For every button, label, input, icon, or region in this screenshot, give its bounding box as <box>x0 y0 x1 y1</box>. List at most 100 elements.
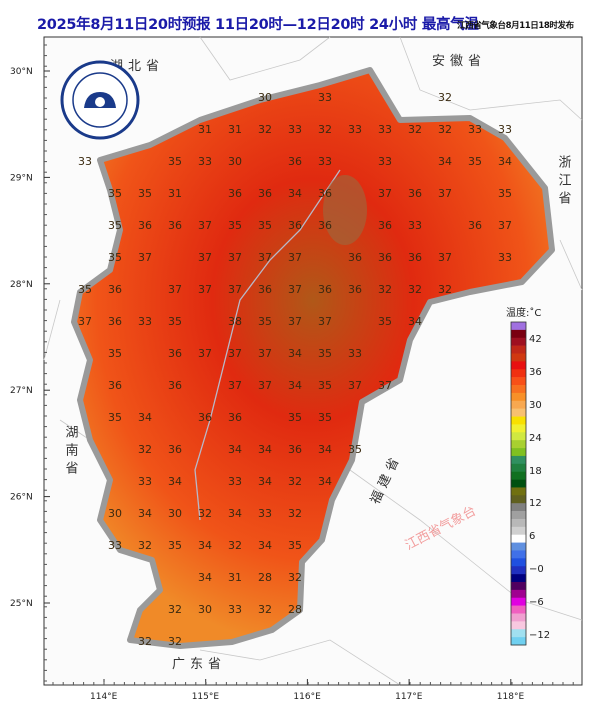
temperature-value: 34 <box>138 411 152 424</box>
temperature-value: 37 <box>228 347 242 360</box>
lon-label: 115°E <box>192 692 220 702</box>
map-title: 2025年8月11日20时预报 11日20时—12日20时 24小时 最高气温 <box>37 17 479 33</box>
temperature-value: 37 <box>228 251 242 264</box>
temperature-value: 31 <box>168 187 182 200</box>
colorbar-label: 36 <box>529 367 542 378</box>
colorbar-band <box>511 432 526 441</box>
temperature-value: 35 <box>318 347 332 360</box>
temperature-value: 36 <box>258 187 272 200</box>
colorbar-band <box>511 629 526 638</box>
temperature-value: 37 <box>348 379 362 392</box>
colorbar-band <box>511 597 526 606</box>
temperature-value: 34 <box>318 443 332 456</box>
river-ganjiang <box>194 169 341 521</box>
temperature-value: 37 <box>288 283 302 296</box>
lat-label: 29°N <box>10 173 33 183</box>
temperature-value: 34 <box>168 475 182 488</box>
colorbar-label: −0 <box>529 564 544 575</box>
label-hunan: 湖南省 <box>63 425 79 479</box>
colorbar-outline <box>510 321 527 646</box>
temperature-value: 36 <box>138 219 152 232</box>
temperature-value: 31 <box>228 123 242 136</box>
colorbar-band <box>511 518 526 528</box>
temperature-value: 36 <box>288 219 302 232</box>
lat-label: 27°N <box>10 386 33 396</box>
temperature-value: 36 <box>378 219 392 232</box>
colorbar-band <box>511 487 526 496</box>
temperature-value: 36 <box>198 411 212 424</box>
lon-label: 116°E <box>293 692 321 702</box>
temperature-value: 35 <box>468 155 482 168</box>
colorbar-band <box>511 463 526 472</box>
lat-label: 28°N <box>10 280 33 290</box>
temperature-value: 32 <box>258 603 272 616</box>
temperature-value: 35 <box>288 411 302 424</box>
colorbar-band <box>511 550 526 559</box>
temperature-value: 36 <box>168 379 182 392</box>
temperature-value: 30 <box>108 507 122 520</box>
temperature-value: 33 <box>378 155 392 168</box>
poyang-lake <box>323 175 367 245</box>
temperature-value: 36 <box>108 283 122 296</box>
temperature-value: 35 <box>108 251 122 264</box>
temperature-value: 37 <box>498 219 512 232</box>
colorbar-band <box>511 526 526 536</box>
temperature-value: 36 <box>258 283 272 296</box>
temperature-value: 34 <box>258 475 272 488</box>
temperature-value: 35 <box>78 283 92 296</box>
colorbar-label: 24 <box>529 433 542 444</box>
colorbar-band <box>511 503 526 512</box>
temperature-value: 36 <box>348 283 362 296</box>
temperature-value: 37 <box>258 347 272 360</box>
temperature-value: 32 <box>408 283 422 296</box>
temperature-value: 37 <box>228 283 242 296</box>
temperature-value: 33 <box>498 123 512 136</box>
colorbar-label: −6 <box>529 597 544 608</box>
label-zhejiang: 浙江省 <box>556 155 572 209</box>
temperature-value: 34 <box>318 475 332 488</box>
temperature-value: 37 <box>168 283 182 296</box>
temperature-value: 32 <box>258 123 272 136</box>
temperature-value: 35 <box>168 155 182 168</box>
temperature-value: 32 <box>408 123 422 136</box>
colorbar-band <box>511 581 526 591</box>
colorbar-label: 42 <box>529 334 542 345</box>
temperature-value: 34 <box>438 155 452 168</box>
colorbar-band <box>511 361 526 370</box>
temperature-value: 32 <box>318 123 332 136</box>
temperature-value: 35 <box>318 379 332 392</box>
colorbar-band <box>511 337 526 346</box>
logo <box>60 60 140 140</box>
colorbar-legend: 温度:˚C 42 36 30 24 18 12 6 −0 −6 −12 <box>506 306 550 646</box>
temperature-value: 37 <box>378 187 392 200</box>
temperature-value: 33 <box>348 347 362 360</box>
temperature-value: 33 <box>138 475 152 488</box>
temperature-value: 37 <box>438 187 452 200</box>
temperature-value: 36 <box>288 443 302 456</box>
temperature-value: 37 <box>438 251 452 264</box>
colorbar-label: 30 <box>529 400 542 411</box>
colorbar-band <box>511 605 526 614</box>
temperature-value: 37 <box>378 379 392 392</box>
temperature-value: 28 <box>288 603 302 616</box>
temperature-value: 35 <box>378 315 392 328</box>
temperature-value: 36 <box>288 155 302 168</box>
colorbar-band <box>511 621 526 630</box>
temperature-value: 35 <box>138 187 152 200</box>
temperature-value: 34 <box>288 187 302 200</box>
temperature-value: 37 <box>198 347 212 360</box>
temperature-value: 32 <box>138 539 152 552</box>
colorbar-band <box>511 322 526 331</box>
colorbar-band <box>511 400 526 409</box>
temperature-value: 34 <box>258 443 272 456</box>
colorbar-label: 18 <box>529 466 542 477</box>
temperature-value: 36 <box>318 187 332 200</box>
temperature-value: 36 <box>108 315 122 328</box>
temperature-value: 36 <box>468 219 482 232</box>
colorbar-band <box>511 558 526 567</box>
temperature-value: 30 <box>258 91 272 104</box>
temperature-value: 31 <box>228 571 242 584</box>
colorbar-band <box>511 589 526 599</box>
colorbar-label: 6 <box>529 531 535 542</box>
